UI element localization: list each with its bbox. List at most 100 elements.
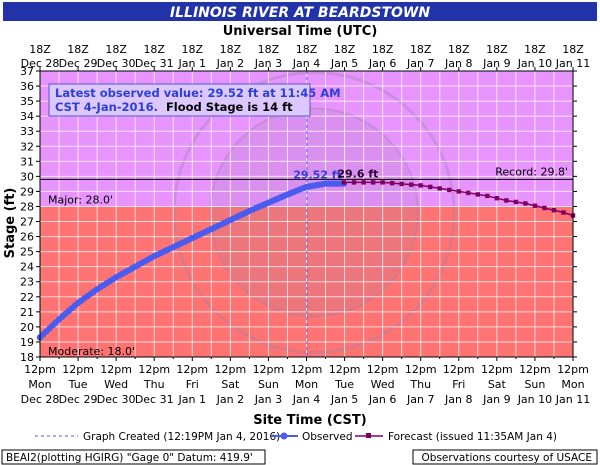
series (36, 180, 576, 341)
y-tick-label: 22 (20, 291, 34, 304)
x-tick-label-date: Dec 28 (21, 393, 60, 406)
top-tick-label-time: 18Z (524, 43, 546, 56)
x-tick-label-day: Fri (452, 378, 465, 391)
x-tick-label-day: Tue (68, 378, 88, 391)
top-tick-label-time: 18Z (334, 43, 356, 56)
threshold-lines: Record: 29.8' Major: 28.0' Moderate: 18.0' (40, 71, 573, 358)
x-tick-label-date: Jan 3 (254, 393, 282, 406)
forecast-point (351, 180, 357, 185)
y-tick-label: 27 (20, 216, 34, 229)
x-tick-label-time: 12pm (62, 363, 94, 376)
x-tick-label-day: Mon (561, 378, 584, 391)
y-tick-label: 21 (20, 306, 34, 319)
footer-right-box (412, 449, 598, 465)
x-tick-label-date: Jan 8 (444, 393, 472, 406)
x-tick-label-time: 12pm (519, 363, 551, 376)
forecast-point (485, 193, 490, 199)
top-tick-label-date: Jan 4 (292, 57, 320, 70)
forecast-point (504, 198, 509, 203)
top-tick-label-date: Jan 2 (216, 57, 244, 70)
top-tick-label-time: 18Z (105, 43, 127, 56)
forecast-point (389, 180, 395, 186)
info-line-2a: CST 4-Jan-2016. (55, 100, 158, 114)
x-tick-label-date: Jan 5 (330, 393, 358, 406)
x-tick-label-time: 12pm (443, 363, 475, 376)
top-tick-label-date: Jan 1 (178, 57, 206, 70)
top-tick-label-time: 18Z (410, 43, 432, 56)
top-tick-label-date: Dec 30 (97, 57, 136, 70)
top-tick-label-time: 18Z (486, 43, 508, 56)
top-tick-label-time: 18Z (372, 43, 394, 56)
top-axis-title: Universal Time (UTC) (223, 24, 378, 39)
x-tick-label-day: Wed (104, 378, 128, 391)
top-tick-label-date: Dec 29 (59, 57, 98, 70)
info-line-2b: Flood Stage is 14 ft (166, 100, 293, 114)
top-tick-label-time: 18Z (296, 43, 318, 56)
x-tick-label-date: Jan 10 (517, 393, 552, 406)
y-tick-label: 34 (20, 110, 34, 123)
forecast-point (370, 180, 376, 185)
y-tick-label: 18 (20, 351, 34, 364)
top-tick-label-time: 18Z (182, 43, 204, 56)
x-tick-label-day: Sat (221, 378, 240, 391)
x-tick-label-day: Sun (258, 378, 279, 391)
forecast-point (542, 205, 547, 211)
record-label: Record: 29.8' (495, 165, 568, 178)
forecast-point (466, 190, 471, 196)
forecast-point (341, 180, 347, 185)
x-tick-label-time: 12pm (100, 363, 132, 376)
y-tick-label: 23 (20, 276, 34, 289)
info-line-1: Latest observed value: 29.52 ft at 11:45… (55, 86, 341, 100)
top-tick-label-date: Jan 5 (330, 57, 358, 70)
forecast-point (361, 180, 366, 185)
forecast-point (523, 201, 528, 206)
y-tick-label: 28 (20, 200, 34, 213)
top-tick-label-date: Dec 28 (21, 57, 60, 70)
forecast-point (428, 184, 433, 190)
top-tick-label-date: Dec 31 (135, 57, 174, 70)
x-tick-label-day: Thu (143, 378, 165, 391)
x-tick-label-day: Mon (295, 378, 318, 391)
top-tick-label-date: Jan 11 (555, 57, 590, 70)
x-tick-label-date: Jan 4 (292, 393, 320, 406)
forecast-point (380, 180, 385, 185)
title-bar (3, 2, 597, 21)
forecast-peak-label: 29.6 ft (337, 167, 378, 180)
legend-graph-created: Graph Created (12:19PM Jan 4, 2016) (83, 431, 280, 443)
y-tick-label: 33 (20, 125, 34, 138)
x-tick-label-time: 12pm (291, 363, 323, 376)
forecast-point (561, 210, 566, 215)
forecast-point (551, 208, 557, 213)
x-tick-label-date: Jan 9 (482, 393, 510, 406)
noaa-watermark (172, 70, 456, 354)
top-tick-label-date: Jan 6 (368, 57, 396, 70)
y-tick-label: 29 (20, 185, 34, 198)
x-tick-label-day: Sun (524, 378, 545, 391)
legend: Graph Created (12:19PM Jan 4, 2016) Obse… (35, 431, 557, 443)
x-tick-label-day: Wed (371, 378, 395, 391)
x-tick-label-time: 12pm (138, 363, 170, 376)
x-tick-label-day: Mon (28, 378, 51, 391)
x-tick-label-time: 12pm (405, 363, 437, 376)
top-tick-label-date: Jan 10 (517, 57, 552, 70)
x-tick-label-time: 12pm (24, 363, 56, 376)
x-tick-label-time: 12pm (176, 363, 208, 376)
y-tick-label: 25 (20, 246, 34, 259)
forecast-point (399, 181, 404, 187)
moderate-label: Moderate: 18.0' (48, 345, 135, 358)
forecast-point (456, 189, 461, 194)
x-tick-label-date: Dec 29 (59, 393, 98, 406)
x-tick-label-date: Jan 1 (178, 393, 206, 406)
forecast-point (447, 187, 452, 193)
y-tick-label: 36 (20, 80, 34, 93)
y-tick-label: 26 (20, 231, 34, 244)
svg-text:CST 4-Jan-2016. Flood St: CST 4-Jan-2016. Flood Stage is 14 ft (55, 100, 293, 114)
forecast-point (513, 199, 519, 205)
x-tick-label-date: Dec 30 (97, 393, 136, 406)
x-tick-label-day: Tue (334, 378, 354, 391)
top-tick-label-time: 18Z (448, 43, 470, 56)
x-tick-label-date: Jan 7 (406, 393, 434, 406)
top-tick-label-date: Jan 3 (254, 57, 282, 70)
x-tick-label-date: Jan 2 (216, 393, 244, 406)
y-tick-label: 35 (20, 95, 34, 108)
